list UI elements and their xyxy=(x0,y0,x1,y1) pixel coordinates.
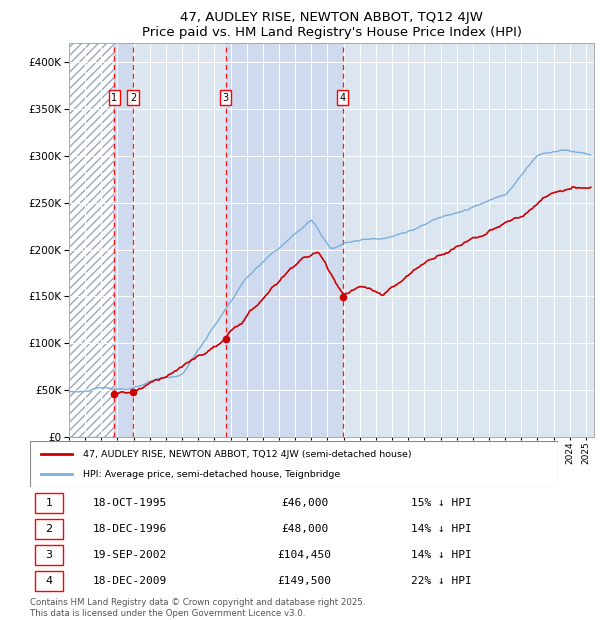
Text: £46,000: £46,000 xyxy=(281,498,328,508)
Bar xyxy=(226,43,343,437)
Text: 18-OCT-1995: 18-OCT-1995 xyxy=(93,498,167,508)
Bar xyxy=(69,43,114,437)
Text: 14% ↓ HPI: 14% ↓ HPI xyxy=(412,524,472,534)
Text: 2: 2 xyxy=(130,93,136,103)
Bar xyxy=(35,545,63,565)
Text: 4: 4 xyxy=(46,576,53,586)
Text: 18-DEC-1996: 18-DEC-1996 xyxy=(93,524,167,534)
Text: 47, AUDLEY RISE, NEWTON ABBOT, TQ12 4JW (semi-detached house): 47, AUDLEY RISE, NEWTON ABBOT, TQ12 4JW … xyxy=(83,450,412,459)
Text: Contains HM Land Registry data © Crown copyright and database right 2025.
This d: Contains HM Land Registry data © Crown c… xyxy=(30,598,365,618)
Text: 15% ↓ HPI: 15% ↓ HPI xyxy=(412,498,472,508)
Bar xyxy=(35,519,63,539)
Title: 47, AUDLEY RISE, NEWTON ABBOT, TQ12 4JW
Price paid vs. HM Land Registry's House : 47, AUDLEY RISE, NEWTON ABBOT, TQ12 4JW … xyxy=(142,11,521,40)
Text: 19-SEP-2002: 19-SEP-2002 xyxy=(93,550,167,560)
Text: 4: 4 xyxy=(340,93,346,103)
Text: 2: 2 xyxy=(46,524,53,534)
Text: 18-DEC-2009: 18-DEC-2009 xyxy=(93,576,167,586)
Bar xyxy=(35,571,63,591)
Text: HPI: Average price, semi-detached house, Teignbridge: HPI: Average price, semi-detached house,… xyxy=(83,469,340,479)
Text: 14% ↓ HPI: 14% ↓ HPI xyxy=(412,550,472,560)
Text: 1: 1 xyxy=(46,498,53,508)
Text: 3: 3 xyxy=(223,93,229,103)
Bar xyxy=(114,43,133,437)
Text: 3: 3 xyxy=(46,550,53,560)
Text: £149,500: £149,500 xyxy=(278,576,332,586)
Text: 22% ↓ HPI: 22% ↓ HPI xyxy=(412,576,472,586)
Text: 1: 1 xyxy=(111,93,117,103)
Text: £104,450: £104,450 xyxy=(278,550,332,560)
Bar xyxy=(35,493,63,513)
Text: £48,000: £48,000 xyxy=(281,524,328,534)
